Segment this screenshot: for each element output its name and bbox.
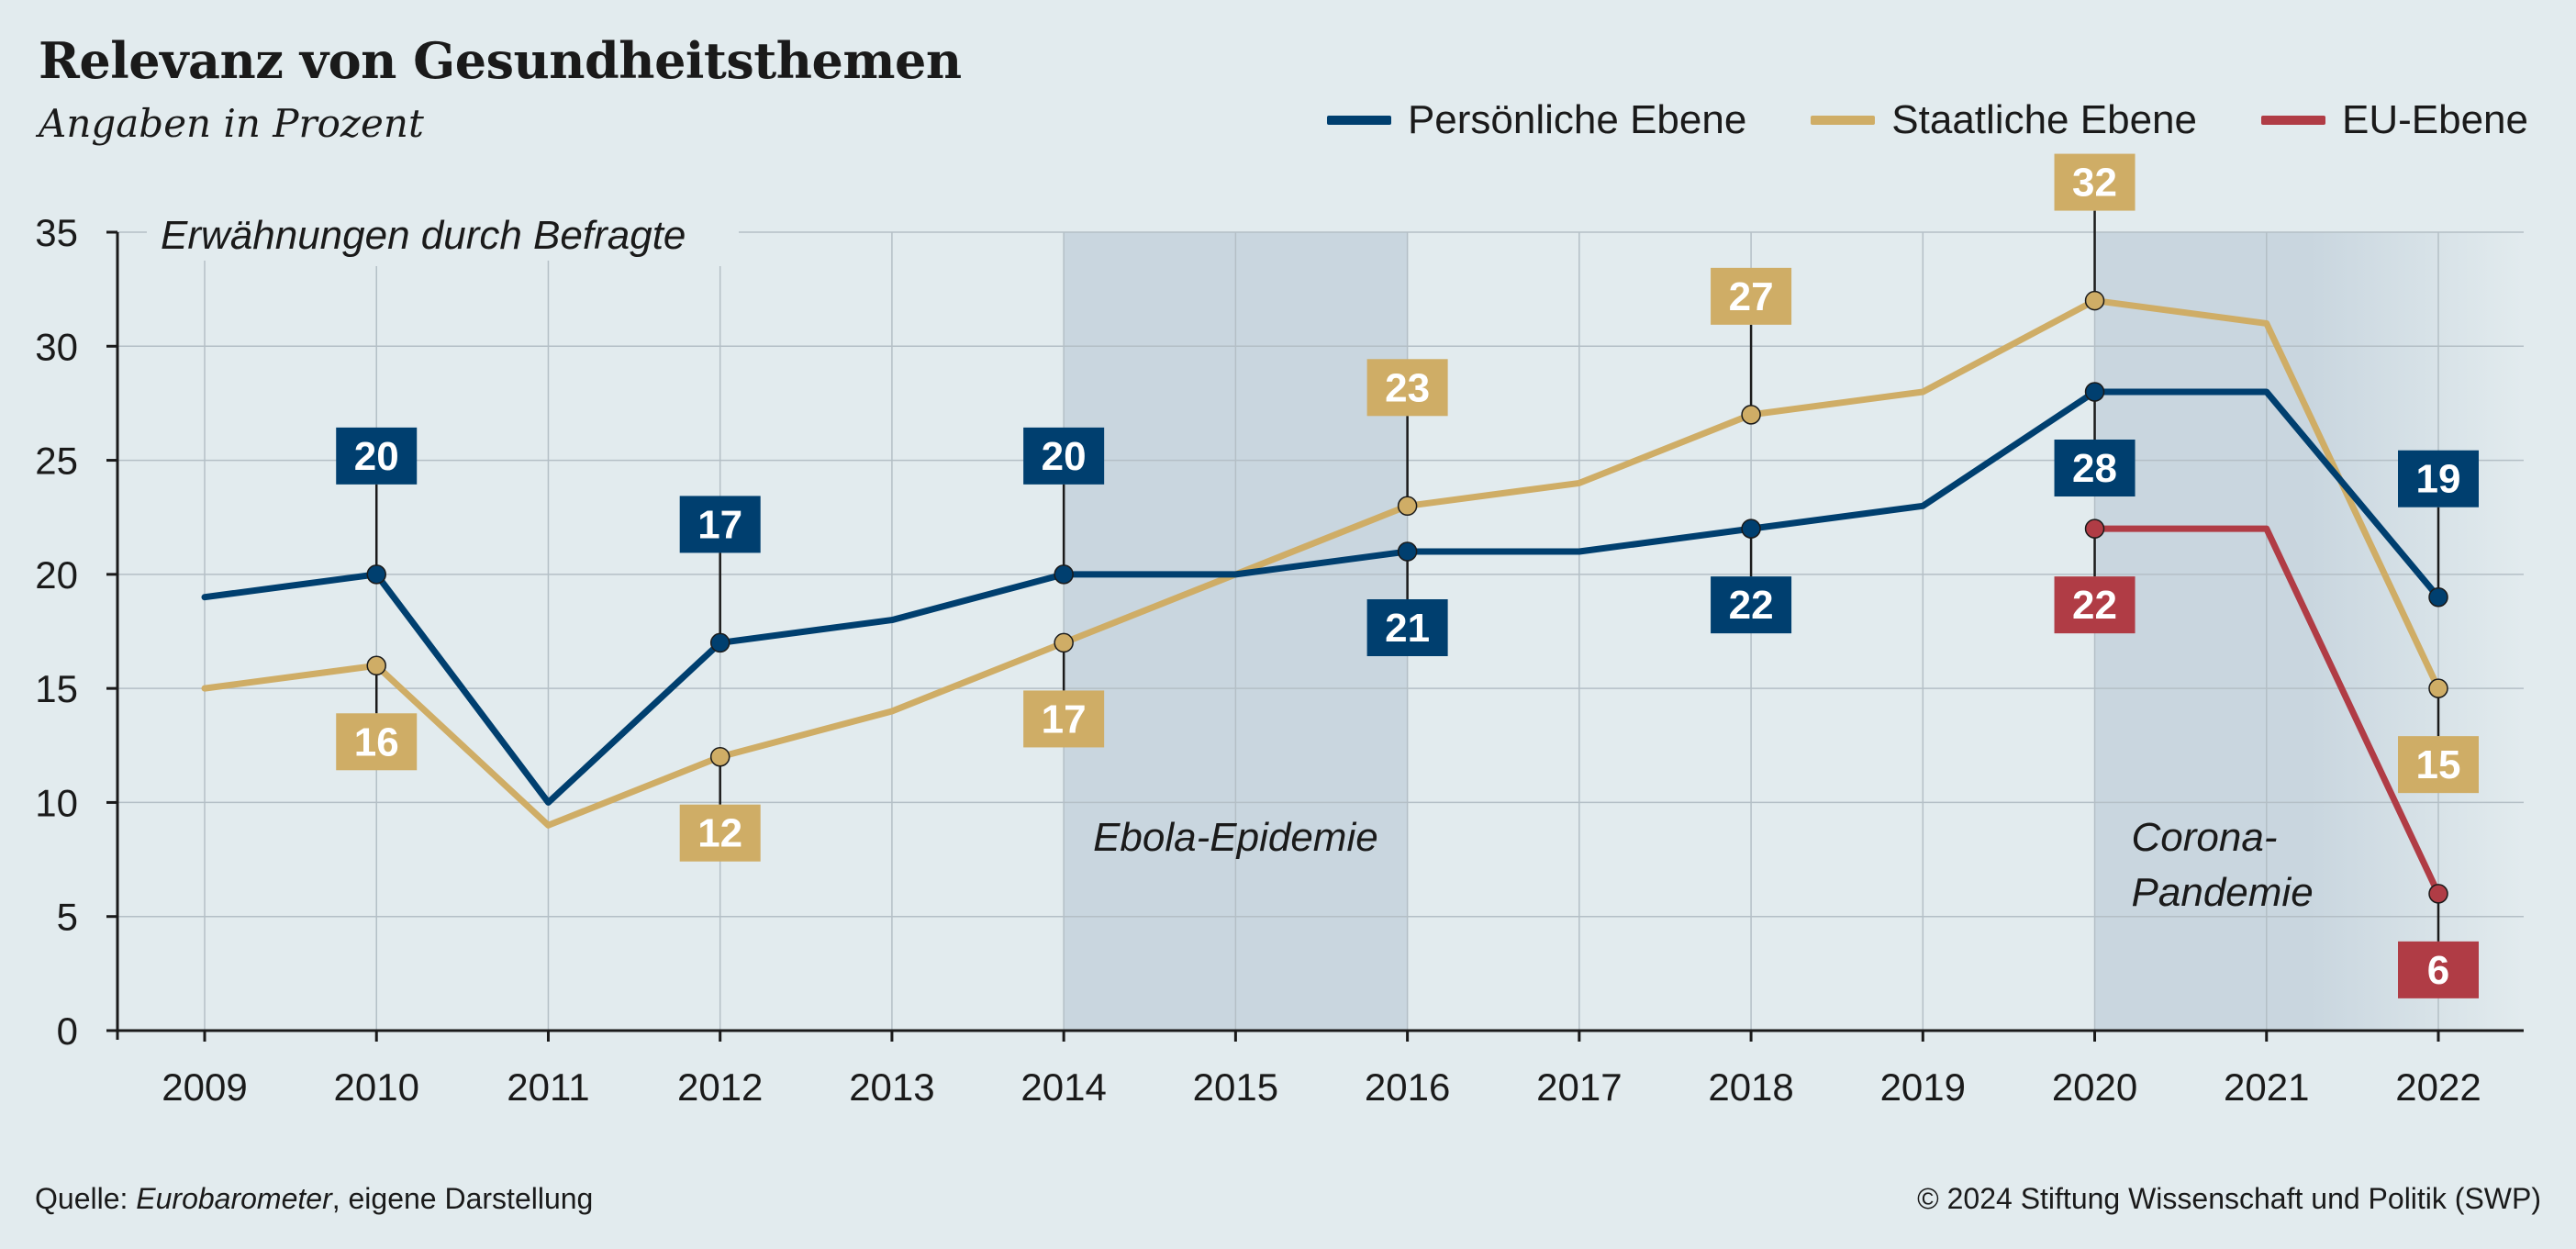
data-label-staatlich-2018: 27	[1729, 274, 1774, 319]
series-line-eu	[2091, 525, 2442, 898]
band-label-corona-line-2: Pandemie	[2132, 870, 2314, 915]
legend-label-eu: EU-Ebene	[2341, 97, 2528, 142]
data-label-box-persoenlich-2012	[679, 496, 761, 553]
data-label-persoenlich-2014: 20	[1042, 434, 1087, 479]
point-eu-2022	[2428, 884, 2448, 904]
point-persoenlich-2022	[2428, 586, 2448, 608]
data-label-box-staatlich-2022	[2398, 736, 2479, 794]
x-tick-label-2009: 2009	[162, 1065, 247, 1109]
y-tick-label-10: 10	[35, 781, 78, 824]
source-note: Quelle: Eurobarometer, eigene Darstellun…	[35, 1182, 593, 1216]
data-label-box-staatlich-2010	[336, 713, 418, 771]
x-tick-label-2019: 2019	[1880, 1065, 1966, 1109]
y-tick-label-0: 0	[57, 1009, 78, 1053]
point-persoenlich-2010	[366, 564, 386, 585]
x-tick-label-2018: 2018	[1708, 1065, 1793, 1109]
x-tick-label-2017: 2017	[1536, 1065, 1622, 1109]
data-label-box-persoenlich-2018	[1711, 576, 1792, 634]
source-prefix: Quelle:	[35, 1182, 137, 1215]
series-line-staatlich	[201, 297, 2442, 829]
data-label-staatlich-2020: 32	[2072, 161, 2117, 206]
x-tick-label-2016: 2016	[1365, 1065, 1450, 1109]
y-tick-label-15: 15	[35, 667, 78, 710]
data-label-staatlich-2016: 23	[1385, 365, 1430, 410]
data-label-staatlich-2010: 16	[354, 719, 399, 764]
data-label-box-staatlich-2014	[1023, 690, 1105, 748]
legend-swatch-persoenlich	[1326, 116, 1391, 125]
y-axis-title-bg	[147, 207, 739, 261]
point-persoenlich-2014	[1054, 564, 1074, 585]
point-eu-2020	[2084, 519, 2105, 539]
legend-swatch-eu	[2260, 116, 2325, 125]
point-staatlich-2010	[366, 655, 386, 676]
source-suffix: , eigene Darstellung	[331, 1182, 594, 1215]
data-label-box-persoenlich-2014	[1023, 427, 1105, 485]
band-corona	[2094, 232, 2524, 1031]
data-label-box-persoenlich-2016	[1366, 599, 1448, 656]
legend-label-persoenlich: Persönliche Ebene	[1407, 97, 1747, 142]
data-label-persoenlich-2010: 20	[354, 434, 399, 479]
point-staatlich-2022	[2428, 678, 2448, 698]
data-label-box-persoenlich-2020	[2054, 440, 2136, 496]
data-label-persoenlich-2022: 19	[2416, 457, 2461, 502]
data-label-staatlich-2014: 17	[1042, 697, 1087, 742]
data-label-box-persoenlich-2010	[336, 427, 418, 485]
data-label-box-persoenlich-2022	[2398, 450, 2479, 507]
data-label-persoenlich-2020: 28	[2072, 446, 2117, 491]
data-label-box-eu-2022	[2398, 941, 2479, 998]
x-tick-label-2015: 2015	[1193, 1065, 1278, 1109]
data-label-eu-2020: 22	[2072, 583, 2117, 628]
data-label-persoenlich-2016: 21	[1385, 606, 1430, 651]
data-label-box-staatlich-2012	[679, 804, 761, 862]
series-line-persoenlich	[201, 388, 2442, 806]
x-tick-label-2012: 2012	[677, 1065, 763, 1109]
point-staatlich-2018	[1741, 405, 1761, 425]
chart-title: Relevanz von Gesundheitsthemen	[39, 31, 962, 90]
x-tick-label-2013: 2013	[849, 1065, 934, 1109]
y-tick-label-20: 20	[35, 553, 78, 597]
y-axis-title: Erwähnungen durch Befragte	[161, 213, 686, 258]
x-tick-label-2021: 2021	[2224, 1065, 2309, 1109]
legend: Persönliche Ebene Staatliche Ebene EU-Eb…	[1326, 97, 2528, 143]
data-label-box-staatlich-2018	[1711, 267, 1792, 325]
data-label-staatlich-2022: 15	[2416, 742, 2461, 787]
y-tick-label-35: 35	[35, 211, 78, 254]
legend-swatch-staatlich	[1811, 116, 1876, 125]
point-staatlich-2016	[1397, 496, 1418, 517]
band-label-ebola: Ebola-Epidemie	[1093, 815, 1378, 860]
data-label-staatlich-2012: 12	[697, 811, 742, 856]
point-persoenlich-2012	[709, 632, 730, 653]
data-label-persoenlich-2012: 17	[697, 502, 742, 547]
legend-item-staatlich: Staatliche Ebene	[1811, 97, 2197, 143]
point-staatlich-2020	[2084, 290, 2105, 311]
band-label-corona-line-1: Corona-	[2132, 815, 2278, 860]
copyright-note: © 2024 Stiftung Wissenschaft und Politik…	[1917, 1182, 2541, 1215]
data-label-persoenlich-2018: 22	[1729, 583, 1774, 628]
point-persoenlich-2016	[1397, 541, 1418, 562]
x-tick-label-2020: 2020	[2052, 1065, 2137, 1109]
point-persoenlich-2018	[1741, 519, 1761, 539]
y-tick-label-25: 25	[35, 440, 78, 483]
data-label-box-staatlich-2020	[2054, 153, 2136, 211]
data-label-box-staatlich-2016	[1366, 359, 1448, 417]
data-label-box-eu-2020	[2054, 576, 2136, 634]
point-staatlich-2012	[709, 746, 730, 767]
y-tick-label-5: 5	[57, 896, 78, 939]
legend-label-staatlich: Staatliche Ebene	[1891, 97, 2197, 142]
legend-item-persoenlich: Persönliche Ebene	[1326, 97, 1747, 143]
legend-item-eu: EU-Ebene	[2260, 97, 2528, 143]
source-name: Eurobarometer	[136, 1182, 332, 1215]
point-persoenlich-2020	[2084, 382, 2105, 402]
data-label-eu-2022: 6	[2427, 948, 2449, 993]
x-tick-label-2022: 2022	[2395, 1065, 2481, 1109]
chart-subtitle: Angaben in Prozent	[39, 101, 424, 146]
x-tick-label-2010: 2010	[334, 1065, 419, 1109]
y-tick-label-30: 30	[35, 325, 78, 368]
x-tick-label-2014: 2014	[1020, 1065, 1106, 1109]
x-tick-label-2011: 2011	[507, 1065, 589, 1109]
point-staatlich-2014	[1054, 632, 1074, 653]
